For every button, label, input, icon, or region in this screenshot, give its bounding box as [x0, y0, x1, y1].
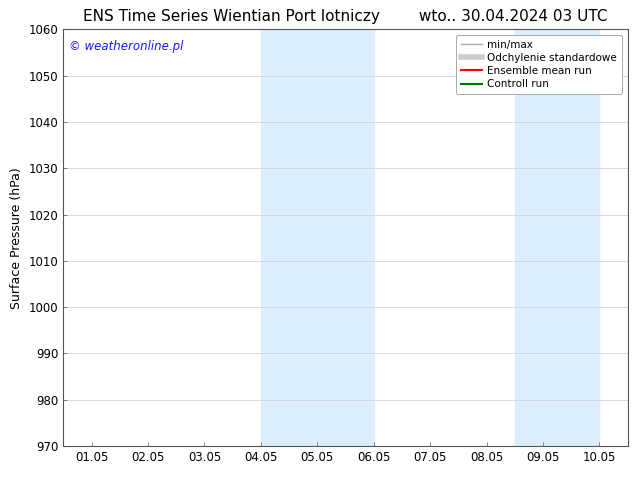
Y-axis label: Surface Pressure (hPa): Surface Pressure (hPa) [10, 167, 23, 309]
Bar [261, 29, 374, 446]
Text: © weatheronline.pl: © weatheronline.pl [69, 40, 183, 53]
Legend: min/max, Odchylenie standardowe, Ensemble mean run, Controll run: min/max, Odchylenie standardowe, Ensembl… [456, 35, 623, 95]
Bar [515, 29, 600, 446]
Title: ENS Time Series Wientian Port lotniczy        wto.. 30.04.2024 03 UTC: ENS Time Series Wientian Port lotniczy w… [83, 9, 608, 24]
